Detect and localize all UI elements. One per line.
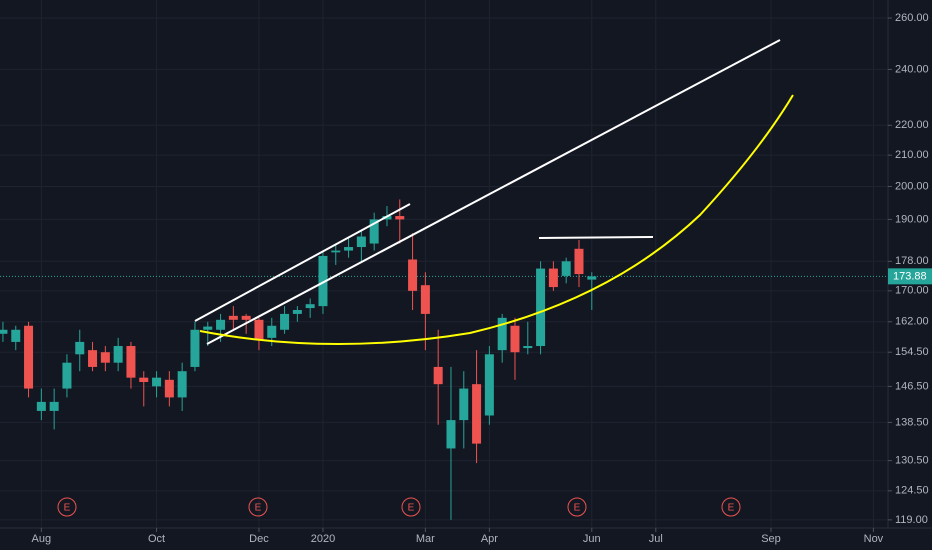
- earnings-label: E: [255, 503, 262, 514]
- y-tick-label: 200.00: [895, 180, 929, 192]
- candle-body: [472, 384, 482, 444]
- candle-body: [382, 216, 392, 220]
- candle-body: [510, 325, 520, 353]
- candle-body: [139, 377, 149, 382]
- y-tick-label: 220.00: [895, 119, 929, 131]
- y-tick-label: 124.50: [895, 485, 929, 497]
- y-tick-label: 240.00: [895, 63, 929, 75]
- candle-body: [62, 362, 72, 389]
- x-tick-label: Mar: [416, 533, 435, 545]
- candle-body: [113, 346, 123, 363]
- candle-body: [228, 315, 238, 320]
- earnings-marker: [567, 497, 587, 517]
- candle-body: [395, 216, 405, 220]
- x-tick-label: Dec: [249, 533, 269, 545]
- earnings-label: E: [408, 503, 415, 514]
- candle-body: [561, 261, 571, 276]
- candle-body: [318, 255, 328, 307]
- candle-body: [433, 366, 443, 385]
- candle-body: [280, 313, 290, 330]
- y-tick-label: 170.00: [895, 285, 929, 297]
- candle-body: [446, 420, 456, 449]
- candle-body: [420, 285, 430, 314]
- candles: [0, 199, 597, 520]
- x-tick-label: Aug: [32, 533, 52, 545]
- earnings-label: E: [64, 503, 71, 514]
- candle-body: [203, 326, 213, 330]
- candle-body: [100, 352, 110, 363]
- trend-line: [194, 203, 411, 322]
- candle-body: [190, 329, 200, 367]
- candle-body: [369, 219, 379, 244]
- candle-body: [484, 354, 494, 416]
- candle-body: [216, 319, 226, 330]
- candle-body: [331, 250, 341, 253]
- candle-body: [49, 401, 59, 411]
- earnings-label: E: [728, 503, 735, 514]
- candle-body: [292, 310, 302, 314]
- y-tick-label: 260.00: [895, 12, 929, 24]
- earnings-marker: [248, 497, 268, 517]
- axes: 119.00 124.50 130.50 138.50 146.50 154.50 162.…: [32, 12, 932, 545]
- candle-body: [254, 319, 264, 340]
- candle-body: [356, 236, 366, 248]
- candle-body: [88, 350, 98, 367]
- y-tick-label: 138.50: [895, 416, 929, 428]
- candle-body: [24, 325, 34, 389]
- candle-body: [305, 304, 315, 309]
- horizontal-line: [538, 236, 654, 239]
- candle-body: [126, 346, 136, 378]
- x-tick-label: Nov: [864, 533, 884, 545]
- candle-body: [152, 377, 162, 387]
- candle-body: [267, 325, 277, 338]
- curve: [199, 94, 794, 346]
- y-tick-label: 146.50: [895, 380, 929, 392]
- candle-body: [587, 276, 597, 280]
- candle-body: [36, 401, 46, 411]
- x-tick-label: Jul: [649, 533, 663, 545]
- candle-body: [459, 388, 469, 421]
- earnings-marker: [57, 497, 77, 517]
- x-tick-label: Apr: [481, 533, 498, 545]
- candle-body: [536, 268, 546, 347]
- last-price-tag: [888, 268, 932, 285]
- candle-body: [164, 379, 174, 398]
- earnings-marker: [401, 497, 421, 517]
- x-tick-label: Sep: [761, 533, 781, 545]
- candle-body: [548, 268, 558, 288]
- last-price-label: 173.88: [893, 270, 927, 282]
- candle-body: [344, 247, 354, 251]
- x-tick-label: 2020: [311, 533, 335, 545]
- candle-body: [0, 329, 8, 334]
- y-tick-label: 190.00: [895, 213, 929, 225]
- candle-body: [177, 371, 187, 398]
- candle-body: [241, 315, 251, 320]
- earnings-marker: [721, 497, 741, 517]
- y-tick-label: 162.00: [895, 316, 929, 328]
- x-tick-label: Jun: [583, 533, 601, 545]
- candle-body: [11, 329, 21, 342]
- candle-body: [408, 259, 418, 291]
- trend-line: [206, 39, 781, 345]
- candle-body: [574, 248, 584, 275]
- candle-body: [497, 317, 507, 351]
- candle-body: [523, 346, 533, 349]
- y-tick-label: 119.00: [895, 514, 928, 526]
- y-tick-label: 130.50: [895, 455, 929, 467]
- x-tick-label: Oct: [148, 533, 165, 545]
- grid: [0, 0, 888, 528]
- y-tick-label: 210.00: [895, 149, 929, 161]
- earnings-label: E: [574, 503, 581, 514]
- y-tick-label: 178.00: [895, 255, 929, 267]
- y-tick-label: 154.50: [895, 346, 929, 358]
- drawings: [194, 39, 794, 346]
- candle-body: [75, 341, 85, 355]
